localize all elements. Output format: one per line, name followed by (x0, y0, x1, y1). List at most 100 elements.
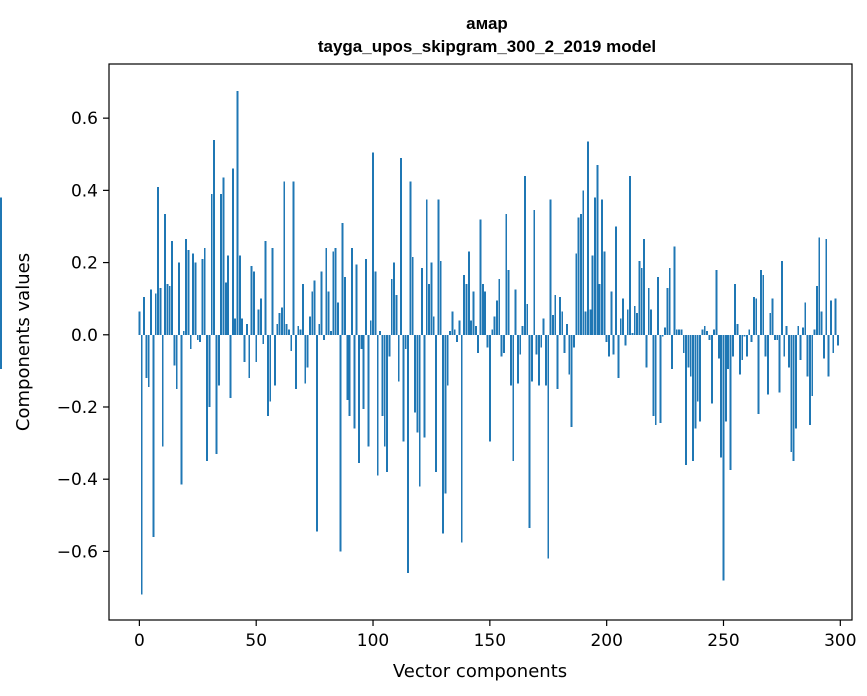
bar-162 (516, 334, 519, 384)
bar-17 (178, 262, 181, 335)
bar-80 (325, 248, 328, 335)
bar-222 (657, 277, 660, 335)
bar-16 (175, 334, 178, 389)
bar-235 (687, 334, 690, 368)
bar-156 (502, 334, 505, 353)
bar-13 (168, 286, 171, 335)
bar-137 (458, 320, 461, 335)
bar-52 (259, 298, 262, 335)
y-axis-label: Components values (13, 253, 34, 431)
bar-200 (605, 334, 608, 342)
bar-118 (414, 334, 417, 413)
bar-36 (222, 177, 225, 335)
bar-3 (145, 334, 148, 379)
bar-160 (512, 334, 515, 462)
bar-246 (713, 329, 716, 335)
bar-173 (542, 318, 545, 335)
bar-198 (601, 199, 603, 335)
bar-194 (591, 255, 594, 335)
bar-74 (311, 291, 314, 335)
bar-30 (208, 334, 211, 407)
bar-193 (589, 309, 592, 335)
bar-9 (159, 287, 162, 335)
bar-147 (481, 284, 484, 335)
plot-frame (108, 63, 853, 621)
bar-273 (776, 334, 779, 341)
bar-270 (769, 313, 772, 335)
y-tick-label: 0.2 (71, 254, 98, 274)
bar-54 (264, 240, 267, 335)
bar-48 (250, 266, 253, 335)
bar-75 (313, 280, 316, 335)
bar-68 (297, 325, 300, 335)
bar-96 (362, 334, 365, 409)
bar-125 (430, 262, 433, 335)
bar-25 (196, 334, 199, 341)
bar-266 (759, 269, 762, 335)
bar-109 (393, 262, 395, 335)
bar-134 (451, 311, 454, 335)
bar-211 (631, 332, 634, 335)
bar-44 (241, 318, 244, 335)
bar-192 (587, 141, 589, 335)
bar-106 (386, 334, 388, 472)
bar-6 (152, 334, 155, 537)
bar-104 (381, 334, 384, 417)
bar-197 (598, 284, 601, 335)
bar-233 (682, 334, 685, 353)
bar-258 (741, 334, 744, 361)
bar-86 (339, 334, 342, 552)
bar-161 (514, 289, 517, 335)
bar-230 (675, 329, 678, 335)
bar-195 (594, 197, 596, 335)
bar-152 (493, 316, 496, 335)
bar-46 (245, 323, 248, 335)
bar-61 (280, 307, 283, 335)
bar-172 (540, 334, 543, 348)
bar-253 (729, 334, 732, 471)
bar-244 (708, 334, 711, 341)
bar-254 (731, 334, 734, 357)
bar-281 (794, 334, 797, 429)
bar-0 (138, 311, 141, 335)
bar-51 (257, 309, 260, 335)
bar-11 (164, 213, 167, 335)
bar-93 (355, 264, 358, 335)
bar-41 (234, 318, 237, 335)
y-tick-label: 0.0 (71, 326, 98, 346)
bar-168 (530, 334, 533, 382)
bar-108 (390, 278, 393, 335)
bar-153 (495, 300, 498, 335)
bar-262 (750, 334, 753, 342)
bar-209 (626, 309, 629, 335)
bar-115 (407, 334, 409, 574)
bar-227 (668, 267, 671, 335)
bar-63 (285, 323, 288, 335)
bar-67 (294, 334, 297, 389)
bar-295 (827, 334, 830, 377)
bar-247 (715, 269, 718, 335)
bar-38 (227, 255, 230, 335)
bar-66 (292, 181, 295, 335)
bar-232 (680, 329, 683, 335)
bar-146 (479, 219, 482, 335)
bar-158 (507, 269, 510, 335)
bar-288 (811, 334, 814, 397)
chart-title: амар (466, 14, 508, 33)
bar-243 (706, 331, 709, 335)
bar-94 (358, 334, 360, 463)
bar-150 (488, 334, 491, 442)
bar-133 (449, 331, 452, 335)
bar-217 (645, 334, 648, 368)
bar-208 (624, 334, 627, 346)
bar-268 (764, 334, 767, 357)
bar-178 (554, 295, 557, 335)
bar-78 (320, 271, 323, 335)
bar-131 (444, 334, 447, 494)
bar-186 (573, 334, 575, 348)
bar-229 (673, 246, 676, 335)
bar-145 (477, 334, 480, 353)
bar-119 (416, 334, 419, 433)
bar-89 (346, 334, 349, 400)
bar-undefined (0, 197, 2, 335)
